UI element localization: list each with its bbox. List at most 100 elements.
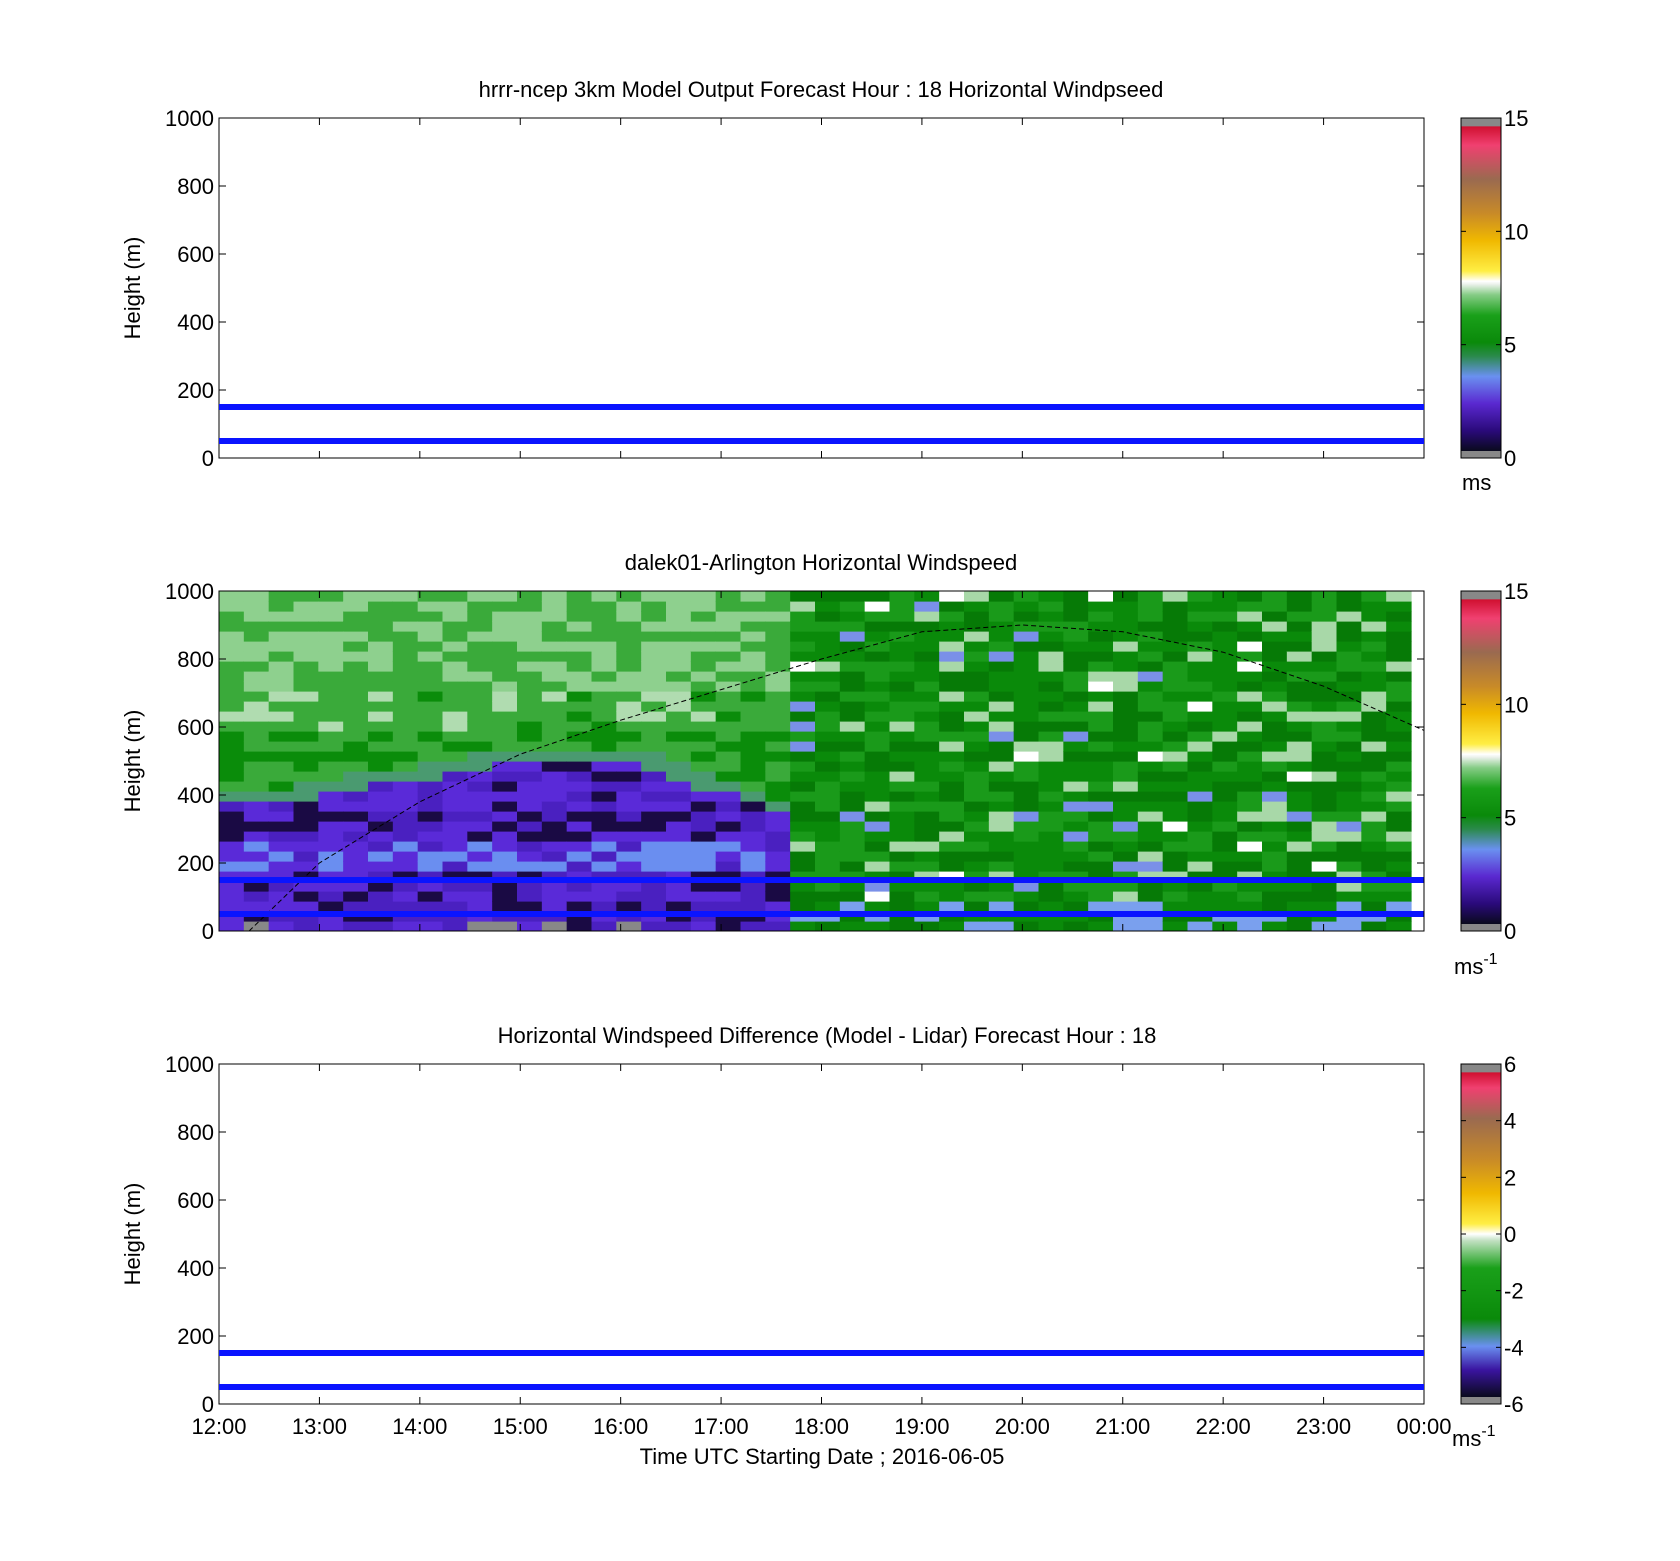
heatmap-cell [467, 771, 493, 782]
heatmap-cell [1113, 881, 1139, 892]
heatmap-cell [641, 691, 667, 702]
heatmap-cell [1137, 891, 1164, 902]
heatmap-cell [442, 771, 468, 782]
heatmap-cell [1212, 611, 1238, 622]
heatmap-cell [666, 921, 692, 931]
heatmap-cell [343, 711, 369, 722]
heatmap-cell [1237, 601, 1263, 612]
heatmap-cell [1013, 681, 1040, 692]
heatmap-cell [1137, 841, 1164, 852]
heatmap-cell [368, 891, 394, 902]
heatmap-cell [417, 781, 444, 792]
heatmap-cell [566, 821, 593, 832]
heatmap-cell [1038, 881, 1064, 892]
heatmap-cell [492, 751, 518, 762]
heatmap-cell [392, 921, 419, 931]
heatmap-cell [666, 801, 692, 812]
heatmap-cell [988, 881, 1015, 892]
heatmap-cell [467, 921, 493, 931]
heatmap-cell [666, 881, 692, 892]
heatmap-cell [1311, 611, 1338, 622]
heatmap-cell [988, 841, 1015, 852]
heatmap-cell [839, 631, 866, 642]
heatmap-cell [715, 591, 742, 602]
heatmap-cell [641, 701, 667, 712]
x-axis-ticks: 12:00 13:00 14:00 15:00 16:00 17:00 18:00 19:00… [191, 1064, 1452, 1439]
heatmap-cell [939, 771, 965, 782]
heatmap-cell [318, 791, 344, 802]
y-tick-label: 200 [177, 378, 214, 403]
heatmap-cell [616, 591, 642, 602]
heatmap-cell [442, 801, 468, 812]
heatmap-cell [1187, 701, 1213, 712]
heatmap-cell [492, 841, 518, 852]
heatmap-cell [318, 741, 344, 752]
heatmap-cell [219, 921, 245, 931]
heatmap-cell [1162, 781, 1189, 792]
heatmap-cell [368, 691, 394, 702]
heatmap-cell [1137, 681, 1164, 692]
heatmap-cell [939, 891, 965, 902]
heatmap-cell [1212, 671, 1238, 682]
heatmap-cell [690, 611, 717, 622]
x-axis-ticks [218, 591, 1425, 931]
heatmap-cell [392, 681, 419, 692]
heatmap-cell [467, 891, 493, 902]
heatmap-cell [293, 801, 319, 812]
heatmap-cell [616, 891, 642, 902]
heatmap-cell [914, 841, 940, 852]
heatmap-cell [293, 761, 319, 772]
heatmap-cell [417, 881, 444, 892]
heatmap-cell [1038, 851, 1064, 862]
heatmap-cell [914, 861, 940, 872]
heatmap-cell [765, 701, 791, 712]
heatmap-cell [988, 771, 1015, 782]
heatmap-cell [790, 781, 816, 792]
heatmap-cell [1361, 771, 1387, 782]
heatmap-cell [715, 711, 742, 722]
heatmap-cell [343, 921, 369, 931]
heatmap-cell [641, 621, 667, 632]
heatmap-cell [243, 741, 270, 752]
heatmap-cell [417, 901, 444, 912]
heatmap-cell [268, 761, 295, 772]
heatmap-cell [1311, 661, 1338, 672]
heatmap-cell [988, 731, 1015, 742]
heatmap-cell [740, 861, 766, 872]
heatmap-cell [715, 631, 742, 642]
heatmap-cell [765, 891, 791, 902]
heatmap-cell [517, 621, 543, 632]
heatmap-cell [1113, 751, 1139, 762]
heatmap-cell [219, 871, 245, 882]
x-axis-ticks [218, 118, 1425, 458]
heatmap-cell [368, 921, 394, 931]
heatmap-cell [790, 751, 816, 762]
heatmap-cell [442, 831, 468, 842]
heatmap-cell [1336, 631, 1362, 642]
heatmap-cell [442, 891, 468, 902]
heatmap-cell [541, 671, 568, 682]
heatmap-cell [765, 811, 791, 822]
heatmap-cell [343, 801, 369, 812]
heatmap-cell [765, 611, 791, 622]
heatmap-cell [1063, 901, 1089, 912]
heatmap-cell [1262, 621, 1288, 632]
heatmap-cell [939, 811, 965, 822]
heatmap-cell [1187, 841, 1213, 852]
heatmap-cell [591, 761, 617, 772]
heatmap-cell [1113, 891, 1139, 902]
heatmap-cell [715, 601, 742, 612]
heatmap-cell [442, 881, 468, 892]
heatmap-cell [690, 751, 717, 762]
heatmap-cell [641, 821, 667, 832]
heatmap-cell [641, 741, 667, 752]
heatmap-cell [1311, 701, 1338, 712]
heatmap-cell [616, 731, 642, 742]
colorbar-tick-label: 4 [1504, 1109, 1516, 1134]
heatmap-cell [541, 811, 568, 822]
heatmap-cell [864, 781, 891, 792]
heatmap-cell [715, 811, 742, 822]
colorbar-unit-exponent: -1 [1481, 1423, 1495, 1440]
heatmap-cell [293, 901, 319, 912]
heatmap-cell [591, 631, 617, 642]
